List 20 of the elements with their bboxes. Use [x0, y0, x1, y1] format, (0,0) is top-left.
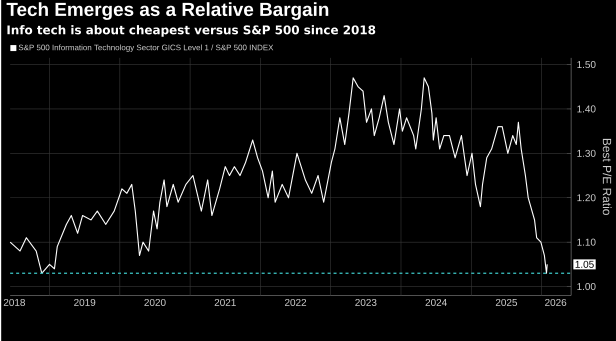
x-tick-label: 2023: [355, 298, 376, 306]
x-tick-label: 2019: [74, 298, 96, 306]
x-tick-label: 2025: [496, 298, 518, 306]
x-tick-label: 2022: [284, 298, 306, 306]
x-tick-label: 2026: [545, 298, 566, 306]
y-tick-label: 1.40: [577, 105, 596, 112]
y-tick-label: 1.10: [577, 238, 596, 246]
line-series: [10, 77, 548, 274]
x-tick-label: 2020: [144, 298, 166, 306]
y-tick-label: 1.30: [577, 150, 596, 157]
y-axis-title: Best P/E Ratio: [602, 138, 612, 215]
chart-subtitle: Info tech is about cheapest versus S&P 500 since 2018: [7, 24, 376, 37]
annotation: 1.05: [576, 260, 594, 268]
x-tick-label: 2018: [4, 298, 26, 306]
x-tick-label: 2021: [214, 298, 236, 306]
y-tick-label: 1.00: [577, 282, 596, 290]
y-tick-label: 1.20: [577, 194, 596, 202]
chart-title: Tech Emerges as a Relative Bargain: [6, 2, 328, 20]
y-tick-label: 1.50: [577, 60, 596, 68]
x-tick-label: 2024: [426, 298, 447, 306]
